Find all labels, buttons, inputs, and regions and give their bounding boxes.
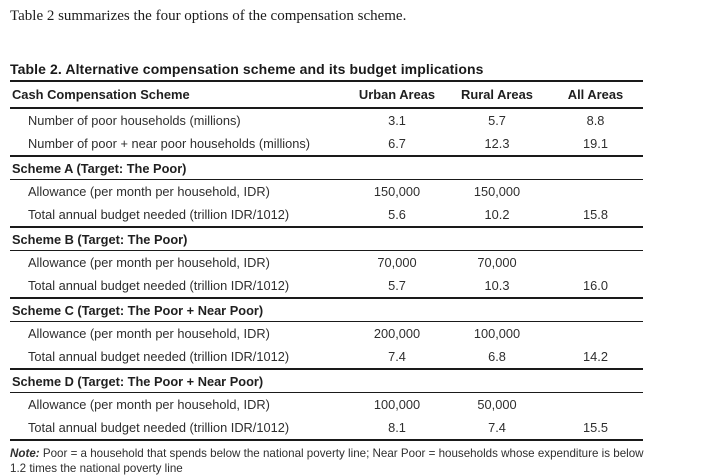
row-label: Number of poor households (millions) <box>28 113 241 128</box>
cell-value: 15.8 <box>583 207 608 222</box>
cell-value: 8.8 <box>586 113 605 128</box>
cell-value <box>548 180 643 204</box>
header-row: Cash Compensation Scheme Urban Areas Rur… <box>10 81 643 109</box>
table-row: Total annual budget needed (trillion IDR… <box>10 416 643 440</box>
cell-value: 100,000 <box>373 397 421 412</box>
cell-value: 14.2 <box>583 349 608 364</box>
column-header-all-areas: All Areas <box>548 81 643 109</box>
table-title: Table 2. Alternative compensation scheme… <box>10 61 484 77</box>
cell-value: 12.3 <box>484 136 510 151</box>
table-header: Cash Compensation Scheme Urban Areas Rur… <box>10 81 643 109</box>
row-label: Total annual budget needed (trillion IDR… <box>28 278 290 293</box>
cell-value: 16.0 <box>583 278 608 293</box>
column-header-scheme: Cash Compensation Scheme <box>10 81 348 109</box>
table-row: Allowance (per month per household, IDR)… <box>10 393 643 417</box>
cell-value: 19.1 <box>583 136 608 151</box>
table-row: Allowance (per month per household, IDR)… <box>10 251 643 275</box>
cell-value: 200,000 <box>373 326 421 341</box>
cell-value: 10.3 <box>484 278 510 293</box>
table-note: Note: Poor = a household that spends bel… <box>10 447 646 476</box>
compensation-table: Cash Compensation Scheme Urban Areas Rur… <box>10 80 643 441</box>
row-label: Total annual budget needed (trillion IDR… <box>28 420 290 435</box>
note-text: Poor = a household that spends below the… <box>10 447 644 475</box>
section-label: Scheme C (Target: The Poor + Near Poor) <box>10 297 643 322</box>
cell-value: 100,000 <box>473 326 521 341</box>
cell-value: 5.7 <box>488 113 506 128</box>
cell-value: 150,000 <box>473 184 521 199</box>
cell-value <box>548 251 643 275</box>
column-header-urban-areas: Urban Areas <box>348 81 446 109</box>
row-label: Allowance (per month per household, IDR) <box>28 326 270 341</box>
cell-value: 10.2 <box>484 207 510 222</box>
note-label: Note: <box>10 447 40 460</box>
cell-value: 7.4 <box>488 420 506 435</box>
cell-value: 150,000 <box>373 184 421 199</box>
table-row: Total annual budget needed (trillion IDR… <box>10 203 643 227</box>
section-label: Scheme A (Target: The Poor) <box>10 155 643 180</box>
cell-value: 3.1 <box>388 113 406 128</box>
cell-value <box>548 322 643 346</box>
table-row: Total annual budget needed (trillion IDR… <box>10 345 643 369</box>
cell-value: 7.4 <box>388 349 406 364</box>
cell-value: 5.7 <box>388 278 406 293</box>
section-label: Scheme D (Target: The Poor + Near Poor) <box>10 368 643 393</box>
section-row: Scheme B (Target: The Poor) <box>10 226 643 251</box>
cell-value: 8.1 <box>388 420 406 435</box>
cell-value: 15.5 <box>583 420 608 435</box>
intro-paragraph: Table 2 summarizes the four options of t… <box>10 8 407 24</box>
section-row: Scheme A (Target: The Poor) <box>10 155 643 180</box>
cell-value: 70,000 <box>477 255 517 270</box>
section-label: Scheme B (Target: The Poor) <box>10 226 643 251</box>
table-body: Number of poor households (millions) 3.1 5… <box>10 108 643 440</box>
table-row: Number of poor households (millions) 3.1 5… <box>10 108 643 132</box>
cell-value: 6.7 <box>388 136 406 151</box>
row-label: Total annual budget needed (trillion IDR… <box>28 349 290 364</box>
cell-value: 5.6 <box>388 207 406 222</box>
row-label: Allowance (per month per household, IDR) <box>28 397 270 412</box>
cell-value: 6.8 <box>488 349 506 364</box>
row-label: Total annual budget needed (trillion IDR… <box>28 207 290 222</box>
table-row: Allowance (per month per household, IDR)… <box>10 180 643 204</box>
cell-value: 70,000 <box>377 255 417 270</box>
row-label: Number of poor + near poor households (m… <box>28 136 311 151</box>
cell-value: 50,000 <box>477 397 517 412</box>
section-row: Scheme C (Target: The Poor + Near Poor) <box>10 297 643 322</box>
row-label: Allowance (per month per household, IDR) <box>28 184 270 199</box>
section-row: Scheme D (Target: The Poor + Near Poor) <box>10 368 643 393</box>
column-header-rural-areas: Rural Areas <box>446 81 548 109</box>
cell-value <box>548 393 643 417</box>
table-row: Total annual budget needed (trillion IDR… <box>10 274 643 298</box>
row-label: Allowance (per month per household, IDR) <box>28 255 270 270</box>
table-row: Allowance (per month per household, IDR)… <box>10 322 643 346</box>
table-row: Number of poor + near poor households (m… <box>10 132 643 156</box>
